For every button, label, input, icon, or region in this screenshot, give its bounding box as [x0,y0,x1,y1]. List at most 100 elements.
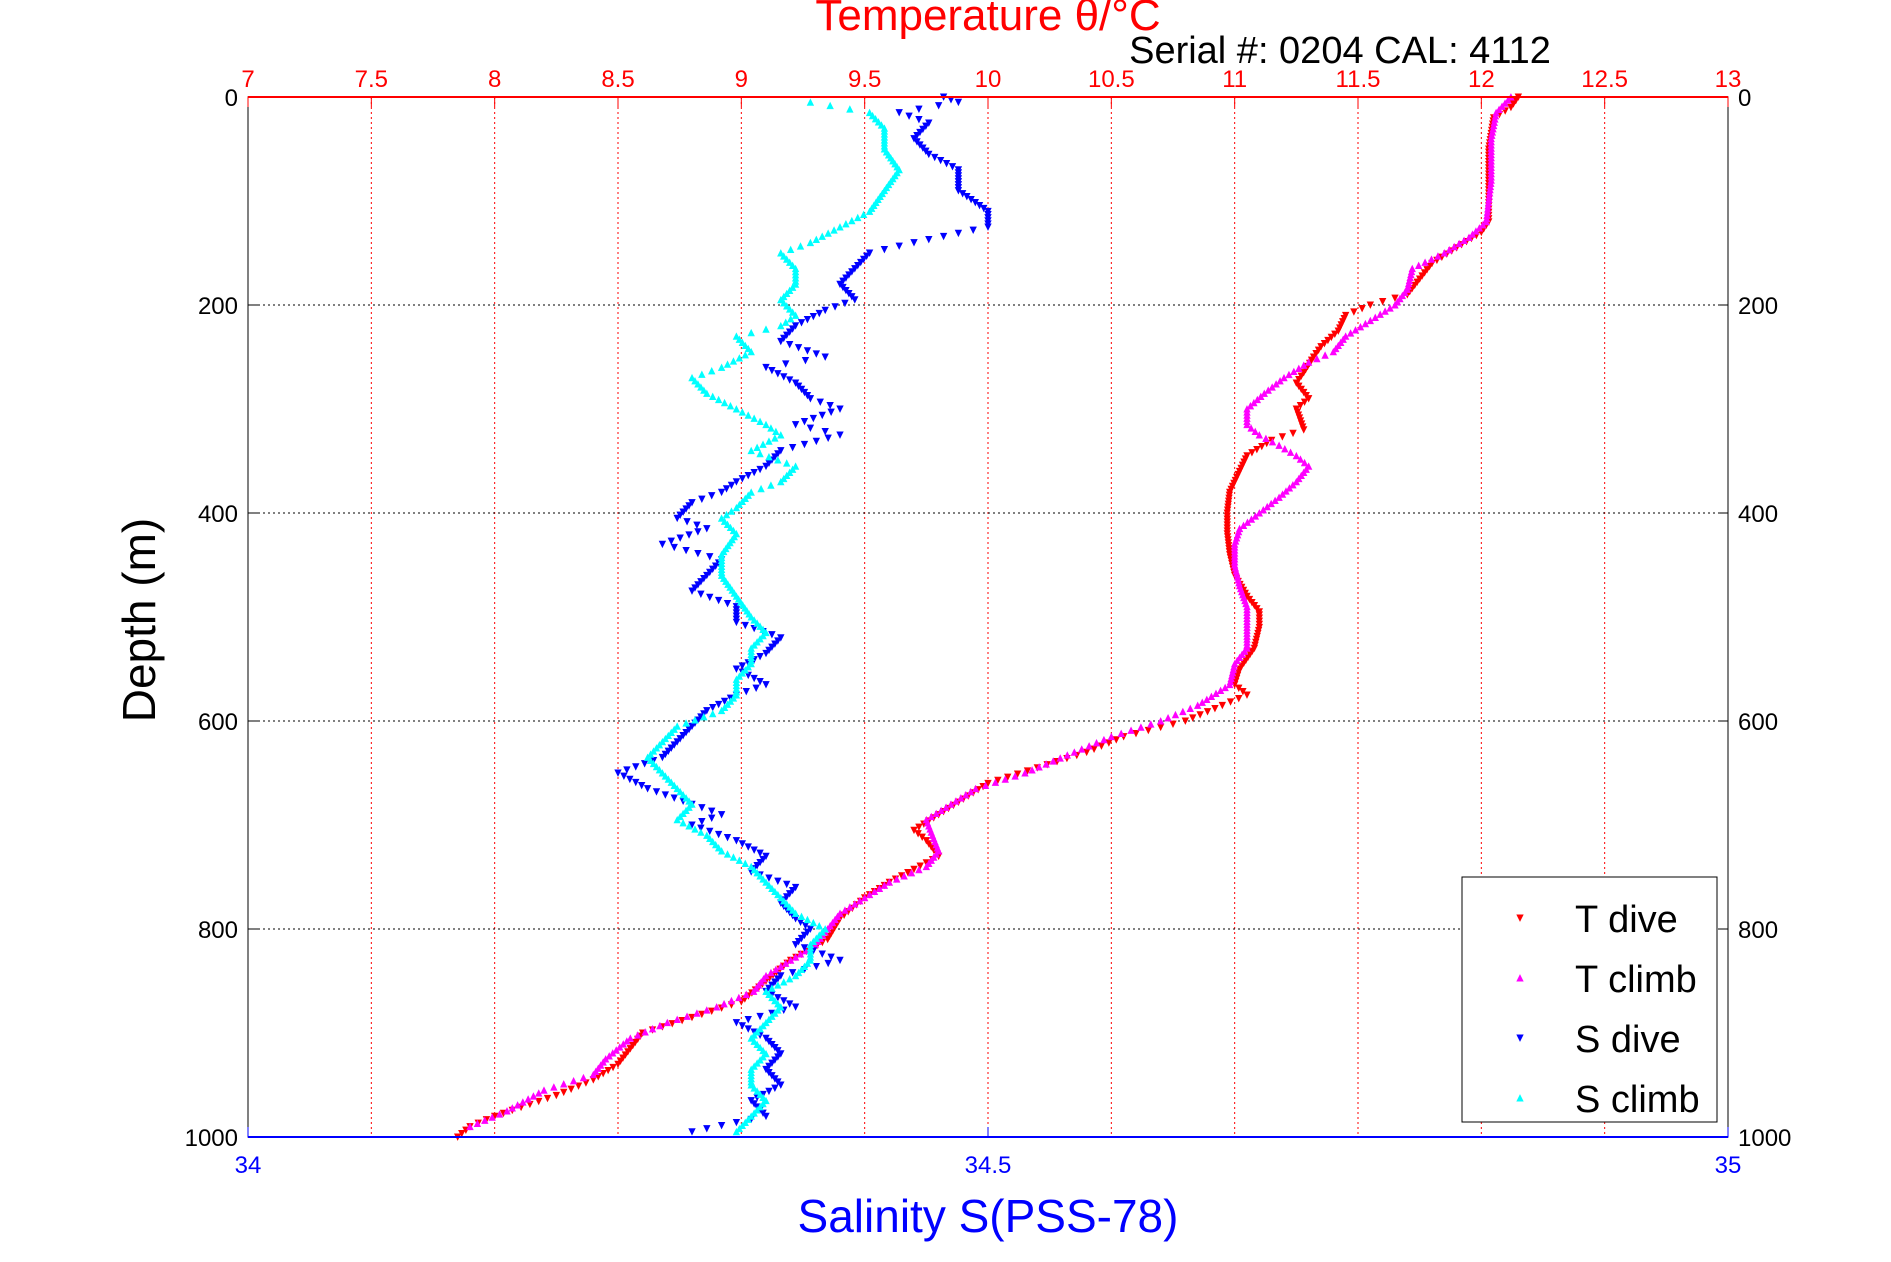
data-point [697,828,705,836]
data-point [772,427,780,436]
data-point [780,997,788,1005]
data-point [762,1049,770,1058]
data-point [646,756,655,765]
data-point [1292,451,1301,460]
data-point [708,366,716,375]
data-point [818,928,826,936]
data-point [762,1096,770,1105]
data-point [661,772,670,780]
legend-marker [1516,914,1524,922]
data-point [1381,307,1389,315]
data-point [732,503,741,512]
data-point [859,210,868,219]
data-point [854,213,862,222]
data-point [827,953,835,961]
data-point [753,1028,761,1036]
data-point [1300,361,1308,369]
data-point [1179,707,1187,716]
data-point [658,737,667,746]
data-point [1504,96,1512,104]
data-point [1216,686,1225,695]
data-point [1255,431,1264,439]
data-point [1253,395,1262,404]
data-point [678,1017,686,1025]
data-point [785,975,794,983]
data-point [877,121,886,129]
data-point [753,1106,761,1114]
data-point [1169,720,1177,728]
data-point [774,877,782,886]
data-point [900,872,908,880]
data-point [785,1000,794,1008]
x-bottom-tick-label: 34 [235,1152,262,1179]
data-point [685,822,693,830]
y-tick-label-right: 0 [1738,85,1751,112]
x-top-tick-label: 8 [488,66,501,93]
data-point [753,1059,761,1067]
data-point [732,618,741,627]
data-point [1117,729,1125,737]
data-point [683,518,691,526]
data-point [794,344,803,352]
data-point [756,622,764,630]
data-point [1276,377,1284,385]
data-point [768,631,776,639]
data-point [729,526,738,535]
data-point [1259,506,1267,514]
data-point [756,653,764,661]
data-point [714,700,723,709]
data-point [777,893,785,902]
data-point [1070,748,1079,756]
data-point [1263,502,1271,511]
data-point [1156,717,1165,725]
data-point [774,456,782,464]
data-point [685,531,693,539]
data-point [780,897,788,905]
data-point [670,794,678,802]
data-point [830,226,838,234]
data-point [803,959,812,967]
data-point [1092,738,1101,747]
data-point [786,245,795,254]
data-point [535,1089,543,1097]
data-point [676,787,684,796]
data-point [797,965,806,974]
x-top-tick-label: 12.5 [1581,66,1628,93]
data-point [836,956,844,965]
data-point [774,1006,782,1014]
data-point [723,520,732,528]
data-point [1257,392,1265,401]
data-point [780,373,788,381]
data-point [664,731,673,740]
data-point [1260,389,1268,397]
data-point [1251,427,1259,436]
data-point [747,1034,755,1042]
data-point [818,950,826,958]
data-point [652,744,661,752]
data-point [948,163,957,171]
data-point [780,978,788,986]
data-point [648,1024,657,1033]
data-point [574,1082,583,1090]
data-point [550,1083,558,1091]
data-point [1414,261,1423,269]
data-point [1391,301,1399,309]
data-point [818,411,826,420]
data-point [846,903,854,911]
data-point [1011,772,1019,780]
data-point [831,303,839,311]
data-point [846,105,854,113]
data-point [842,220,850,228]
data-point [676,534,684,542]
data-point [519,1098,527,1106]
y-tick-label-right: 400 [1738,501,1778,528]
data-point [708,492,716,500]
data-point [823,935,832,944]
data-point [688,587,696,595]
data-point [738,662,747,670]
data-point [765,1087,773,1096]
data-point [756,1090,764,1098]
data-point [741,1118,749,1126]
data-point [1295,364,1303,372]
data-point [694,528,702,536]
